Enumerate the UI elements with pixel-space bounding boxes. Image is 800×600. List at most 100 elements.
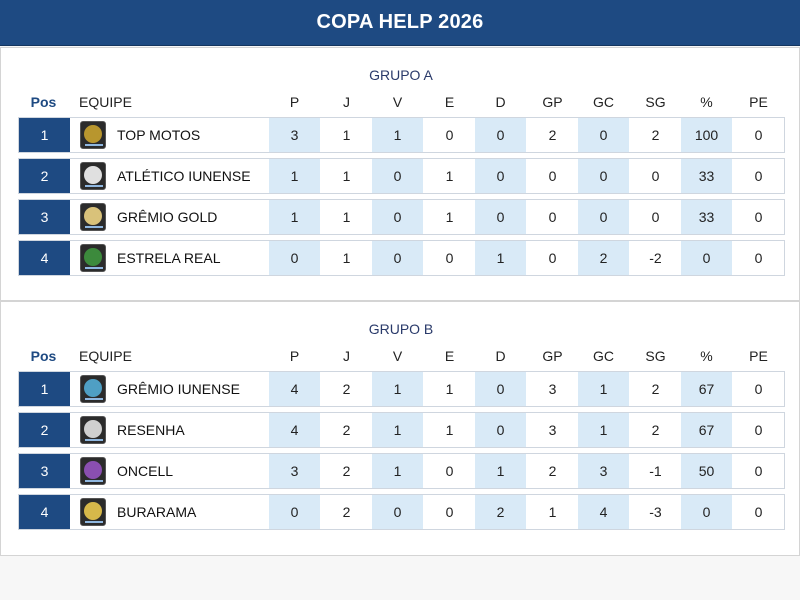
page-header: COPA HELP 2026 <box>0 0 800 46</box>
stat-cell: 1 <box>372 118 423 152</box>
team-logo-icon <box>80 498 106 526</box>
stat-cell: 0 <box>754 504 763 520</box>
stat-cell: 0 <box>548 168 557 184</box>
stat-cell: 0 <box>754 168 763 184</box>
column-header-stat: P <box>289 348 300 364</box>
stat-cell: 0 <box>578 159 629 193</box>
stat-cell: 0 <box>754 422 763 438</box>
column-header-stat: GP <box>542 94 563 110</box>
team-crest-icon <box>84 379 102 397</box>
stat-cell: 3 <box>548 381 557 397</box>
team-name[interactable]: ONCELL <box>117 463 174 479</box>
team-logo-icon <box>80 203 106 231</box>
team-row[interactable]: 4 ESTRELA REAL 0 1 0 0 1 0 2 -2 0 0 <box>18 240 785 276</box>
team-logo-icon <box>80 244 106 272</box>
logo-stripe <box>85 521 103 523</box>
column-header-team: EQUIPE <box>79 94 132 110</box>
stat-cell: 0 <box>269 495 320 529</box>
team-row[interactable]: 1 TOP MOTOS 3 1 1 0 0 2 0 2 100 0 <box>18 117 785 153</box>
column-header-stat: GC <box>593 94 614 110</box>
column-header-stat: D <box>495 94 506 110</box>
team-name[interactable]: ATLÉTICO IUNENSE <box>117 168 251 184</box>
stat-cell: -3 <box>649 504 662 520</box>
stat-cell: 1 <box>548 504 557 520</box>
logo-stripe <box>85 398 103 400</box>
stat-cell: 1 <box>445 168 454 184</box>
team-row[interactable]: 4 BURARAMA 0 2 0 0 2 1 4 -3 0 0 <box>18 494 785 530</box>
team-logo-icon <box>80 121 106 149</box>
stat-cell: 0 <box>372 241 423 275</box>
stat-cell: 0 <box>372 200 423 234</box>
logo-stripe <box>85 267 103 269</box>
team-row[interactable]: 2 ATLÉTICO IUNENSE 1 1 0 1 0 0 0 0 33 0 <box>18 158 785 194</box>
stat-cell: 33 <box>681 159 732 193</box>
stat-cell: 0 <box>445 127 454 143</box>
team-name[interactable]: ESTRELA REAL <box>117 250 221 266</box>
stat-cell: 0 <box>475 200 526 234</box>
stat-cell: 3 <box>269 454 320 488</box>
stat-cell: 2 <box>342 463 351 479</box>
position-cell: 2 <box>19 159 70 193</box>
position-cell: 1 <box>19 372 70 406</box>
team-name[interactable]: TOP MOTOS <box>117 127 201 143</box>
team-name[interactable]: GRÊMIO IUNENSE <box>117 381 240 397</box>
stat-cell: 1 <box>445 381 454 397</box>
stat-cell: 2 <box>548 463 557 479</box>
column-header-stat: GP <box>542 348 563 364</box>
stat-cell: 3 <box>269 118 320 152</box>
stat-cell: 0 <box>372 495 423 529</box>
column-header-stat: % <box>700 348 713 364</box>
team-name[interactable]: RESENHA <box>117 422 185 438</box>
position-cell: 2 <box>19 413 70 447</box>
column-header-stat: V <box>392 94 403 110</box>
stat-cell: 1 <box>342 250 351 266</box>
position-cell: 3 <box>19 200 70 234</box>
column-header-pos: Pos <box>30 94 57 110</box>
stat-cell: 0 <box>269 241 320 275</box>
stat-cell: 0 <box>475 372 526 406</box>
stat-cell: 1 <box>578 413 629 447</box>
column-header-stat: SG <box>645 348 666 364</box>
group-panel-b: GRUPO B Pos EQUIPE P J V E D GP GC SG% PE 1 GRÊMIO IU… <box>0 301 800 556</box>
column-header-stat: PE <box>749 94 768 110</box>
stat-cell: 0 <box>445 463 454 479</box>
stat-cell: 0 <box>445 504 454 520</box>
team-crest-icon <box>84 207 102 225</box>
logo-stripe <box>85 144 103 146</box>
column-header-stat: GC <box>593 348 614 364</box>
group-title: GRUPO B <box>368 321 434 337</box>
stat-cell: 0 <box>578 200 629 234</box>
logo-stripe <box>85 480 103 482</box>
team-logo-icon <box>80 416 106 444</box>
team-name[interactable]: GRÊMIO GOLD <box>117 209 218 225</box>
stat-cell: 2 <box>475 495 526 529</box>
team-row[interactable]: 2 RESENHA 4 2 1 1 0 3 1 2 67 0 <box>18 412 785 448</box>
position-cell: 4 <box>19 495 70 529</box>
column-header-stat: PE <box>749 348 768 364</box>
team-row[interactable]: 1 GRÊMIO IUNENSE 4 2 1 1 0 3 1 2 67 0 <box>18 371 785 407</box>
team-crest-icon <box>84 502 102 520</box>
stat-cell: 0 <box>651 209 660 225</box>
stat-cell: 3 <box>548 422 557 438</box>
logo-stripe <box>85 439 103 441</box>
logo-stripe <box>85 226 103 228</box>
stat-cell: 1 <box>445 422 454 438</box>
team-logo-icon <box>80 457 106 485</box>
team-name[interactable]: BURARAMA <box>117 504 197 520</box>
team-crest-icon <box>84 420 102 438</box>
stat-cell: 0 <box>681 495 732 529</box>
stat-cell: -2 <box>649 250 662 266</box>
stat-cell: 0 <box>754 250 763 266</box>
team-row[interactable]: 3 ONCELL 3 2 1 0 1 2 3 -1 50 0 <box>18 453 785 489</box>
team-crest-icon <box>84 166 102 184</box>
column-header-pos: Pos <box>30 348 57 364</box>
stat-cell: 0 <box>445 250 454 266</box>
group-title: GRUPO A <box>369 67 433 83</box>
stat-cell: 33 <box>681 200 732 234</box>
column-header-stat: J <box>343 94 350 110</box>
column-header-stat: J <box>343 348 350 364</box>
position-cell: 3 <box>19 454 70 488</box>
team-row[interactable]: 3 GRÊMIO GOLD 1 1 0 1 0 0 0 0 33 0 <box>18 199 785 235</box>
stat-cell: 67 <box>681 372 732 406</box>
stat-cell: 0 <box>475 413 526 447</box>
